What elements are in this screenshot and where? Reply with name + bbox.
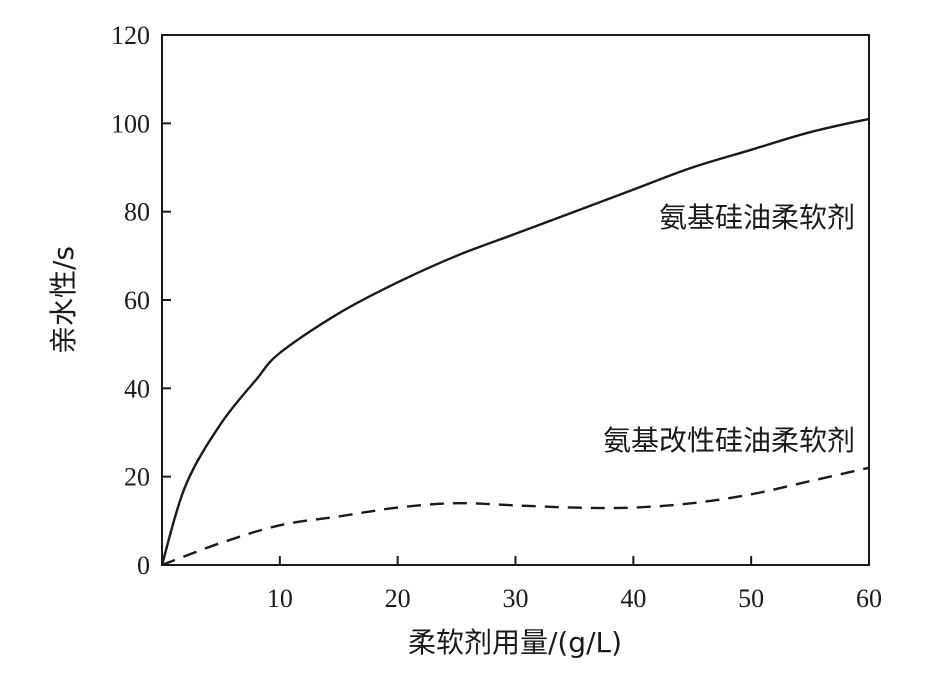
y-tick-label: 60 [124,286,150,315]
series-label-2: 氨基改性硅油柔软剂 [603,424,855,457]
x-tick-label: 10 [267,584,293,613]
y-tick-label: 120 [111,21,150,50]
x-tick-label: 60 [856,584,882,613]
plot-frame [161,34,870,566]
y-tick-label: 20 [124,463,150,492]
x-tick-label: 40 [620,584,646,613]
y-axis: 0 20 40 60 80 100 120 [111,21,171,580]
y-axis-title: 亲水性/s [47,246,80,354]
y-tick-label: 80 [124,198,150,227]
y-tick-label: 40 [124,374,150,403]
x-axis-title: 柔软剂用量/(g/L) [408,626,622,659]
x-tick-label: 20 [385,584,411,613]
x-tick-label: 50 [738,584,764,613]
series-line-1 [160,117,870,566]
series-layer [160,117,870,567]
series-label-1: 氨基硅油柔软剂 [659,201,855,234]
x-axis: 10 20 30 40 50 60 [267,556,882,613]
series-line-2 [161,466,870,567]
x-tick-label: 30 [503,584,529,613]
y-tick-label: 100 [111,109,150,138]
y-tick-label: 0 [137,551,150,580]
